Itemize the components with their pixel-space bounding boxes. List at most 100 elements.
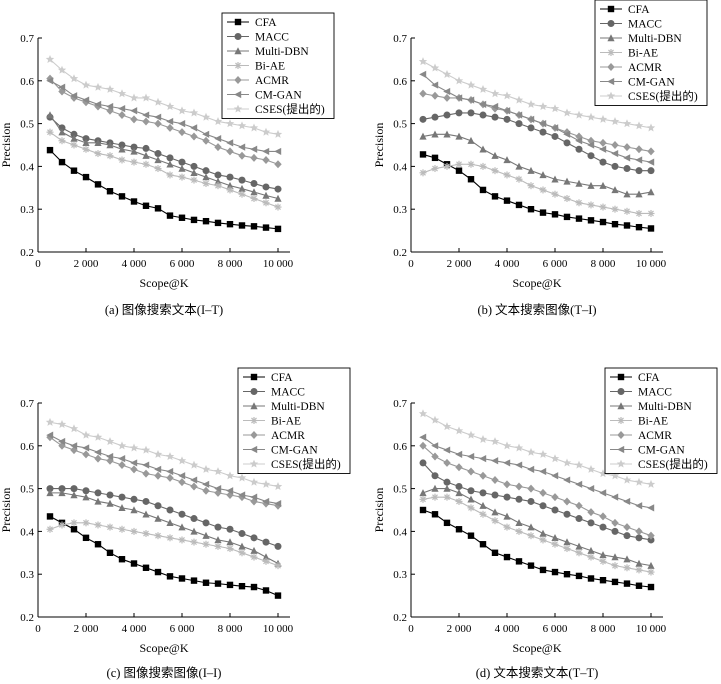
data-point [202, 180, 210, 188]
data-point [635, 156, 643, 164]
data-point [635, 566, 643, 574]
data-point [490, 437, 500, 446]
data-point [635, 559, 643, 567]
data-point [563, 538, 571, 546]
data-point [106, 141, 114, 149]
data-point [105, 437, 115, 446]
data-point [190, 527, 198, 535]
x-tick-label: 10 000 [263, 258, 294, 270]
data-point [262, 538, 270, 546]
data-point [238, 190, 246, 198]
data-point [202, 167, 210, 175]
data-point [419, 151, 427, 158]
data-point [166, 171, 174, 179]
data-point [647, 147, 655, 156]
data-point [214, 171, 222, 179]
data-point [491, 508, 499, 516]
data-point [562, 108, 572, 117]
data-point [479, 510, 487, 518]
data-point [250, 223, 258, 230]
data-point [178, 478, 186, 487]
data-point [587, 519, 595, 527]
data-point [491, 151, 499, 159]
data-point [479, 145, 487, 153]
data-point [467, 495, 475, 503]
data-point [634, 477, 644, 486]
data-point [178, 158, 186, 166]
marker-stroke [71, 142, 77, 148]
y-tick-label: 0.7 [393, 33, 407, 45]
y-tick-label: 0.4 [393, 161, 407, 173]
data-point [611, 205, 619, 213]
legend-marker [234, 18, 242, 26]
x-tick-label: 0 [35, 623, 41, 635]
legend-marker [607, 20, 615, 27]
data-point [202, 173, 210, 181]
data-point [467, 487, 475, 495]
series-line [422, 496, 652, 573]
data-point [479, 501, 487, 509]
x-tick-label: 10 000 [636, 623, 667, 635]
data-point [587, 485, 595, 493]
data-point [431, 165, 439, 173]
data-point [431, 91, 439, 100]
data-point [237, 473, 247, 482]
data-point [94, 489, 102, 497]
data-point [443, 87, 451, 96]
data-point [262, 147, 270, 156]
data-point [130, 158, 138, 166]
data-point [479, 541, 487, 548]
data-point [503, 197, 511, 204]
data-point [58, 158, 66, 166]
data-point [142, 510, 150, 518]
data-point [106, 102, 114, 111]
data-point [419, 459, 427, 467]
data-point [634, 121, 644, 130]
data-point [154, 471, 162, 480]
marker-stroke [432, 165, 438, 172]
data-point [587, 575, 595, 582]
series-triangle-left [46, 77, 282, 156]
data-point [443, 162, 451, 170]
marker-stroke [131, 528, 137, 535]
marker-stroke [179, 537, 185, 543]
marker-stroke [468, 161, 474, 168]
marker-stroke [215, 543, 221, 550]
data-point [70, 491, 78, 499]
marker-stroke [608, 49, 614, 56]
data-point [575, 137, 583, 145]
marker-stroke [107, 152, 113, 159]
legend-label: CSES(提出的) [271, 457, 341, 471]
legend-label: ACMR [271, 430, 305, 442]
data-point [261, 127, 271, 136]
data-point [262, 155, 270, 164]
data-point [503, 107, 511, 115]
data-point [214, 580, 222, 587]
data-point [106, 152, 114, 160]
chart-panel: 0.2 0.3 0.4 0.5 0.6 0.7 0 2 000 4 000 6 000 8 000 1… [372, 0, 708, 317]
data-point [539, 467, 547, 476]
marker-stroke [203, 180, 209, 187]
data-point [189, 460, 199, 469]
marker-stroke [624, 208, 630, 215]
data-point [70, 485, 78, 493]
data-point [129, 443, 139, 452]
data-point [611, 186, 619, 194]
data-point [503, 480, 511, 489]
marker-stroke [71, 519, 77, 526]
data-point [262, 191, 270, 199]
data-point [539, 209, 547, 216]
data-point [599, 512, 607, 521]
legend-label: CFA [255, 17, 277, 29]
marker-stroke [420, 169, 426, 176]
data-point [575, 480, 583, 488]
data-point [190, 476, 198, 484]
data-point [575, 542, 583, 550]
marker-stroke [600, 558, 606, 565]
data-point [623, 190, 631, 198]
data-point [94, 541, 102, 548]
data-point [430, 415, 440, 424]
data-point [58, 128, 66, 136]
